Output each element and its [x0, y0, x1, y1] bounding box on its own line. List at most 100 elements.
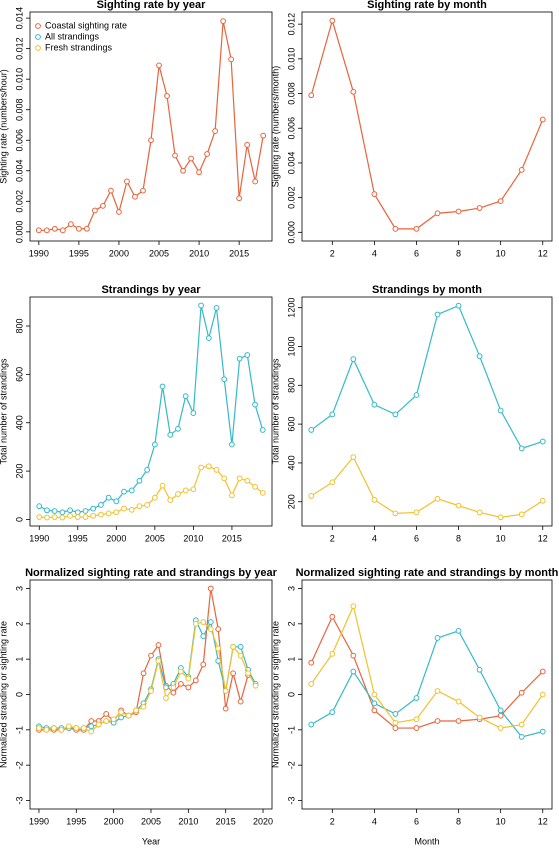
- plot-frame: [29, 11, 273, 242]
- x-tick-label: 2015: [222, 533, 242, 543]
- data-point: [74, 514, 81, 520]
- data-point: [392, 510, 399, 517]
- series-line: [38, 621, 257, 733]
- data-point: [434, 688, 441, 694]
- data-point: [110, 716, 117, 723]
- x-tick-label: 2015: [216, 816, 236, 826]
- data-point: [156, 62, 162, 69]
- data-point: [518, 734, 525, 740]
- data-point: [308, 659, 315, 666]
- data-point: [36, 503, 43, 510]
- data-point: [350, 88, 357, 95]
- data-point: [73, 725, 80, 731]
- data-point: [185, 675, 192, 682]
- data-point: [539, 438, 546, 445]
- data-point: [59, 514, 66, 521]
- y-axis-label: Normalized stranding or sighting rate: [270, 621, 280, 768]
- data-point: [539, 668, 546, 675]
- y-tick-label: 0.004: [286, 152, 296, 175]
- data-point: [140, 703, 147, 710]
- y-tick-label: 3: [286, 586, 296, 591]
- data-point: [128, 506, 135, 513]
- data-point: [259, 489, 266, 496]
- y-tick-label: 0: [286, 692, 296, 697]
- data-point: [177, 680, 184, 687]
- data-point: [236, 355, 243, 362]
- y-tick-label: 0.014: [14, 7, 24, 30]
- x-tick-label: 2020: [253, 816, 273, 826]
- data-point: [140, 187, 146, 194]
- x-tick-label: 2010: [178, 816, 198, 826]
- data-point: [136, 503, 143, 510]
- data-point: [148, 137, 154, 144]
- y-axis-label: Sighting rate (numbers/hour): [0, 69, 8, 184]
- data-point: [476, 205, 483, 211]
- x-tick-label: 8: [456, 533, 461, 543]
- y-axis-label: Sighting rate (numbers/month): [270, 66, 280, 188]
- x-tick-label: 2000: [106, 533, 126, 543]
- data-point: [308, 680, 315, 687]
- data-point: [244, 141, 251, 148]
- data-point: [159, 482, 166, 489]
- legend-marker: [35, 23, 41, 29]
- y-tick-label: 400: [286, 455, 296, 470]
- data-point: [413, 725, 420, 731]
- x-tick-label: 2010: [183, 533, 203, 543]
- data-point: [350, 356, 357, 363]
- data-point: [252, 401, 258, 408]
- data-point: [252, 178, 259, 185]
- data-point: [237, 698, 244, 705]
- data-point: [90, 505, 97, 512]
- data-point: [185, 684, 192, 691]
- y-tick-label: 0.002: [14, 190, 24, 213]
- y-tick-label: -2: [286, 761, 296, 769]
- x-tick-label: 10: [496, 816, 506, 826]
- data-point: [413, 509, 420, 516]
- legend-marker: [35, 45, 41, 51]
- plot-frame: [29, 579, 273, 810]
- data-point: [329, 709, 336, 716]
- data-point: [308, 493, 315, 499]
- x-axis-label: Month: [414, 836, 439, 846]
- plot-frame: [29, 296, 273, 527]
- data-point: [59, 227, 66, 234]
- data-point: [43, 726, 50, 733]
- data-point: [476, 714, 483, 721]
- data-point: [82, 514, 89, 520]
- data-point: [329, 479, 336, 486]
- panel: Strandings by year Total number of strand…: [0, 284, 273, 543]
- data-point: [236, 475, 243, 482]
- x-tick-label: 2: [330, 816, 335, 826]
- data-point: [213, 466, 220, 473]
- panel: Strandings by month Total number of stran…: [270, 284, 553, 543]
- data-point: [230, 670, 237, 677]
- data-point: [455, 302, 462, 309]
- data-point: [371, 496, 378, 503]
- data-point: [371, 700, 378, 707]
- data-point: [144, 466, 151, 473]
- x-tick-label: 2000: [109, 248, 129, 258]
- data-point: [329, 17, 336, 24]
- x-tick-label: 6: [414, 533, 419, 543]
- data-point: [103, 711, 110, 717]
- data-point: [236, 195, 243, 202]
- data-point: [51, 508, 58, 514]
- data-point: [167, 497, 174, 504]
- data-point: [539, 728, 546, 735]
- data-point: [497, 198, 504, 204]
- data-point: [83, 225, 90, 232]
- x-tick-label: 2: [330, 248, 335, 258]
- data-point: [455, 502, 462, 509]
- data-point: [252, 483, 258, 490]
- data-point: [259, 427, 266, 433]
- x-tick-label: 4: [372, 533, 377, 543]
- data-point: [518, 445, 525, 452]
- data-point: [252, 682, 259, 689]
- data-point: [121, 505, 127, 512]
- data-point: [497, 725, 504, 731]
- data-point: [222, 688, 229, 694]
- data-point: [43, 227, 50, 234]
- y-tick-label: 0.012: [14, 37, 24, 60]
- data-point: [229, 492, 235, 499]
- data-point: [434, 635, 441, 641]
